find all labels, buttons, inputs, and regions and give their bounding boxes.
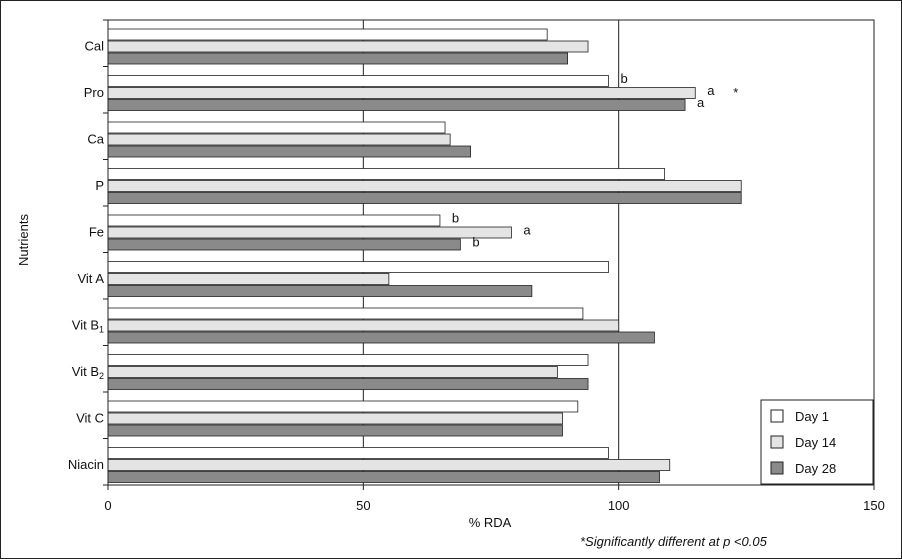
bar-vit-a-day-1: [107, 261, 609, 273]
legend-label-day-1: Day 1: [795, 409, 829, 424]
y-tick-label-p: P: [95, 178, 104, 193]
bar-vit-b2-day-14: [107, 366, 558, 378]
bar-ca-day-1: [107, 121, 446, 134]
bar-annotations: baa*bab: [452, 71, 738, 250]
bar-niacin-day-1: [107, 447, 609, 459]
bar-niacin-day-28: [107, 471, 660, 483]
bar-fe-day-14: [107, 226, 512, 239]
bar-ca-day-14: [107, 133, 451, 146]
bar-annotation-pro-0: b: [620, 71, 627, 86]
legend-swatch-day-14: [770, 435, 784, 449]
y-tick-label-vit-b2: Vit B2: [72, 364, 104, 381]
axes: 0 50 100 150 Cal Pro Ca P Fe Vit A Vit B1 Vit B2 Vit…: [68, 19, 885, 513]
bar-vit-a-day-14: [107, 273, 390, 285]
x-tick-label-0: 0: [104, 498, 111, 513]
y-tick-label-cal: Cal: [84, 39, 104, 54]
bar-annotation-pro-2: a: [697, 95, 705, 110]
bar-cal-day-28: [107, 52, 569, 65]
bar-cal-day-14: [107, 40, 589, 53]
x-tick-label-50: 50: [356, 498, 370, 513]
bar-ca-day-28: [107, 145, 471, 158]
bar-vit-b1-day-1: [107, 307, 584, 320]
y-tick-label-vit-b1: Vit B1: [72, 318, 104, 335]
bar-annotation-fe-4: b: [452, 211, 459, 226]
y-tick-label-vit-a: Vit A: [77, 271, 104, 286]
y-tick-label-vit-c: Vit C: [76, 411, 104, 426]
bar-pro-day-14: [107, 87, 696, 99]
bar-vit-b2-day-28: [107, 378, 589, 390]
bar-annotation-fe-6: b: [472, 235, 479, 250]
legend-swatch-day-1: [770, 409, 784, 423]
bar-vit-c-day-1: [107, 400, 579, 413]
x-axis-label: % RDA: [469, 515, 512, 530]
bar-fe-day-28: [107, 238, 461, 251]
y-tick-label-niacin: Niacin: [68, 457, 104, 472]
x-tick-label-150: 150: [863, 498, 885, 513]
y-tick-label-ca: Ca: [87, 132, 104, 147]
bar-p-day-28: [107, 192, 742, 204]
bar-vit-b1-day-28: [107, 331, 655, 344]
bar-pro-day-28: [107, 99, 686, 111]
bar-annotation-pro-3: *: [733, 85, 738, 100]
y-axis-label: Nutrients: [16, 213, 31, 266]
legend-swatch-day-28: [770, 461, 784, 475]
legend-label-day-14: Day 14: [795, 435, 836, 450]
footnote: *Significantly different at p <0.05: [580, 534, 768, 549]
bar-vit-a-day-28: [107, 285, 533, 297]
bar-annotation-pro-1: a: [707, 83, 715, 98]
bar-vit-c-day-28: [107, 424, 563, 437]
bar-cal-day-1: [107, 28, 548, 41]
bar-p-day-1: [107, 168, 666, 180]
bar-annotation-fe-5: a: [523, 223, 531, 238]
bar-vit-b2-day-1: [107, 354, 589, 366]
bar-fe-day-1: [107, 214, 441, 227]
y-tick-label-pro: Pro: [84, 85, 104, 100]
legend-label-day-28: Day 28: [795, 461, 836, 476]
bar-pro-day-1: [107, 75, 609, 87]
bar-p-day-14: [107, 180, 742, 192]
legend: Day 1 Day 14 Day 28: [760, 399, 874, 485]
x-tick-label-100: 100: [608, 498, 630, 513]
bar-vit-c-day-14: [107, 412, 563, 425]
y-tick-label-fe: Fe: [89, 225, 104, 240]
bar-vit-b1-day-14: [107, 319, 620, 332]
bars: [107, 28, 742, 483]
bar-niacin-day-14: [107, 459, 671, 471]
